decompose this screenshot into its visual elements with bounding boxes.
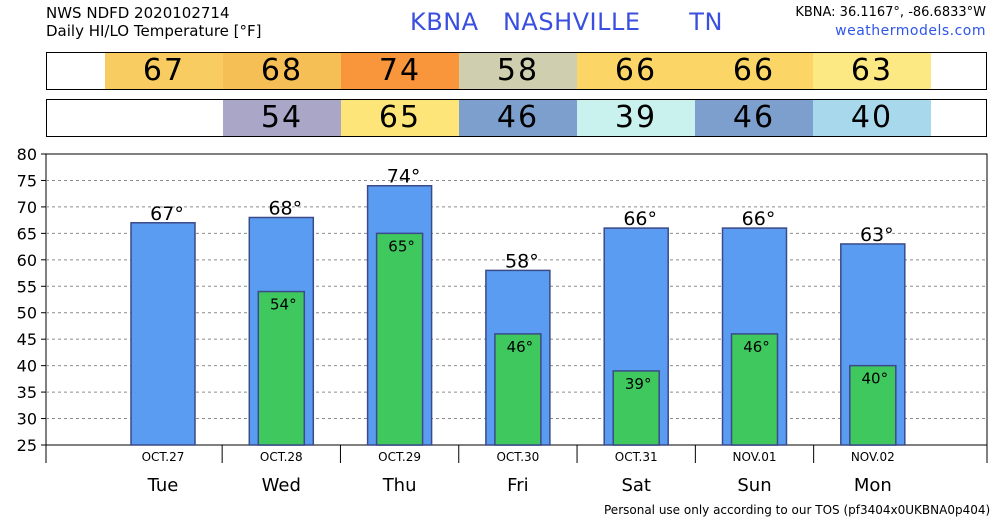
- hi-strip-cell: 66: [577, 53, 695, 89]
- lo-strip-value: 65: [378, 100, 422, 135]
- lo-bar: [257, 290, 306, 446]
- station-title: KBNA NASHVILLE TN: [410, 8, 723, 36]
- hi-temp-strip: 67 68 74 58 66 66 63: [46, 52, 987, 90]
- lo-strip-value: 40: [850, 100, 894, 135]
- lo-bar-label: 46°: [743, 338, 770, 356]
- hi-strip-value: 63: [850, 53, 894, 88]
- lo-bar: [849, 364, 897, 446]
- header-left: NWS NDFD 2020102714 Daily HI/LO Temperat…: [46, 4, 262, 40]
- lo-bar-label: 39°: [625, 375, 652, 393]
- y-tick-label: 70: [17, 198, 37, 217]
- hi-bar-label: 58°: [505, 250, 539, 272]
- date-label: NOV.01: [733, 450, 777, 464]
- lo-bar-label: 46°: [507, 338, 534, 356]
- hi-strip-value: 66: [732, 53, 776, 88]
- lo-bar: [612, 370, 660, 446]
- day-label: Wed: [262, 475, 301, 496]
- header-right: KBNA: 36.1167°, -86.6833°W weathermodels…: [795, 4, 986, 40]
- day-label: Fri: [507, 475, 528, 496]
- lo-strip-cell: 46: [695, 100, 813, 136]
- hi-bar-label: 66°: [742, 208, 776, 230]
- lo-bar: [494, 333, 542, 446]
- station-coords: KBNA: 36.1167°, -86.6833°W: [795, 5, 986, 20]
- lo-bar-label: 40°: [862, 370, 889, 388]
- lo-temp-strip: 54 65 46 39 46 40: [46, 99, 987, 137]
- hi-strip-value: 58: [496, 53, 540, 88]
- lo-strip-cell: 40: [813, 100, 931, 136]
- model-run-label: NWS NDFD 2020102714: [46, 4, 230, 22]
- date-label: OCT.27: [142, 450, 185, 464]
- day-label: Tue: [147, 475, 179, 496]
- day-label: Thu: [382, 475, 417, 496]
- y-tick-label: 40: [17, 357, 37, 376]
- date-label: OCT.30: [496, 450, 539, 464]
- hi-strip-value: 67: [142, 53, 186, 88]
- date-label: OCT.31: [615, 450, 658, 464]
- lo-strip-value: 54: [260, 100, 304, 135]
- hi-bar: [130, 222, 196, 446]
- lo-strip-value: 46: [496, 100, 540, 135]
- site-link[interactable]: weathermodels.com: [835, 23, 986, 39]
- y-tick-label: 50: [17, 304, 37, 323]
- footer-note: Personal use only according to our TOS (…: [604, 503, 991, 517]
- day-label: Sun: [737, 475, 771, 496]
- lo-bar-label: 54°: [270, 296, 297, 314]
- y-tick-label: 35: [17, 383, 37, 402]
- product-label: Daily HI/LO Temperature [°F]: [46, 22, 262, 40]
- y-tick-label: 75: [17, 171, 37, 190]
- lo-strip-cell: 46: [459, 100, 577, 136]
- lo-strip-value: 46: [732, 100, 776, 135]
- hi-strip-value: 74: [378, 53, 422, 88]
- hi-strip-cell: 58: [459, 53, 577, 89]
- hi-strip-cell: 63: [813, 53, 931, 89]
- lo-strip-cell: [105, 100, 223, 136]
- hi-bar-label: 66°: [623, 208, 657, 230]
- lo-bar-label: 65°: [388, 237, 415, 255]
- y-tick-label: 65: [17, 224, 37, 243]
- lo-bar: [375, 232, 424, 446]
- lo-strip-cell: 65: [341, 100, 459, 136]
- y-tick-label: 60: [17, 251, 37, 270]
- hi-strip-value: 68: [260, 53, 304, 88]
- y-tick-label: 45: [17, 330, 37, 349]
- hi-bar-label: 74°: [387, 166, 421, 188]
- hi-bar-label: 67°: [150, 203, 184, 225]
- date-label: OCT.29: [378, 450, 421, 464]
- hi-strip-value: 66: [614, 53, 658, 88]
- day-label: Sat: [621, 475, 651, 496]
- hi-bar-label: 63°: [860, 224, 894, 246]
- date-label: OCT.28: [260, 450, 303, 464]
- y-tick-label: 30: [17, 410, 37, 429]
- hi-strip-cell: 67: [105, 53, 223, 89]
- lo-bar: [730, 333, 779, 446]
- lo-strip-cell: 54: [223, 100, 341, 136]
- hi-strip-cell: 74: [341, 53, 459, 89]
- date-label: NOV.02: [851, 450, 895, 464]
- y-tick-label: 80: [17, 145, 37, 164]
- y-tick-label: 25: [17, 436, 37, 455]
- hi-strip-cell: 68: [223, 53, 341, 89]
- day-label: Mon: [854, 475, 892, 496]
- lo-strip-value: 39: [614, 100, 658, 135]
- lo-strip-cell: 39: [577, 100, 695, 136]
- y-tick-label: 55: [17, 277, 37, 296]
- hi-strip-cell: 66: [695, 53, 813, 89]
- hi-bar-label: 68°: [268, 197, 302, 219]
